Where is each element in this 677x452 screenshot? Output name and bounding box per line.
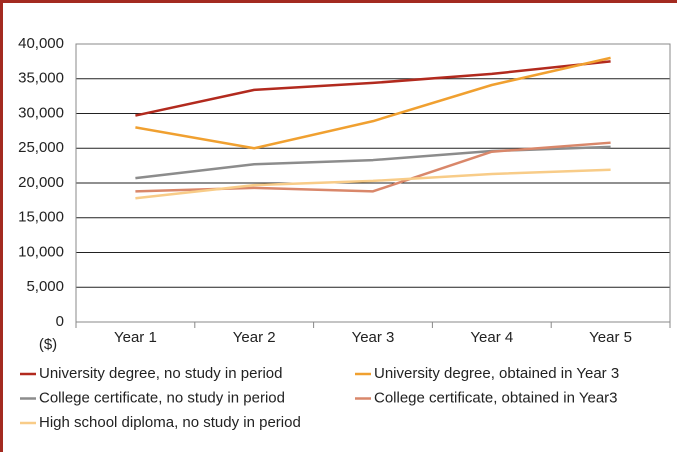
y-tick-label: 15,000 [18, 209, 64, 226]
legend-label: University degree, no study in period [39, 365, 282, 382]
x-tick-label: Year 2 [233, 329, 276, 346]
y-tick-label: 40,000 [18, 35, 64, 52]
y-tick-label: 35,000 [18, 70, 64, 87]
x-tick-label: Year 4 [470, 329, 513, 346]
legend-label: College certificate, no study in period [39, 389, 285, 406]
y-tick-label: 20,000 [18, 174, 64, 191]
y-axis-label: ($) [39, 336, 57, 353]
legend-label: University degree, obtained in Year 3 [374, 365, 619, 382]
y-tick-label: 5,000 [26, 278, 64, 295]
y-tick-label: 30,000 [18, 104, 64, 121]
series-line [135, 60, 611, 117]
series-line [135, 168, 611, 200]
y-tick-label: 25,000 [18, 139, 64, 156]
series-line [135, 56, 611, 150]
x-tick-label: Year 1 [114, 329, 157, 346]
y-tick-label: 0 [56, 313, 64, 330]
plot-border [75, 43, 671, 323]
legend-label: High school diploma, no study in period [39, 414, 301, 431]
y-tick-label: 10,000 [18, 243, 64, 260]
legend-label: College certificate, obtained in Year3 [374, 389, 618, 406]
x-tick-label: Year 3 [352, 329, 395, 346]
x-tick-label: Year 5 [589, 329, 632, 346]
